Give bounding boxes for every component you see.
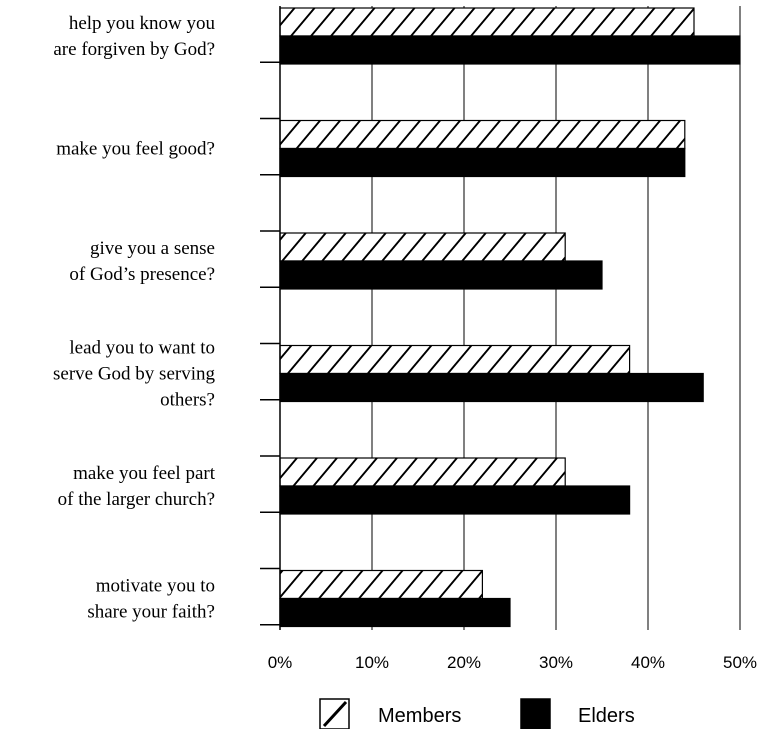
x-tick-label: 0%	[268, 653, 293, 672]
legend-swatch-elders	[520, 698, 551, 729]
bar-members	[279, 344, 631, 375]
category-label: make you feel part of the larger church?	[58, 463, 216, 510]
category-labels: help you know you are forgiven by God? mak…	[53, 13, 216, 623]
bar-members	[279, 569, 483, 600]
bar-elders	[279, 372, 704, 403]
x-tick-label: 10%	[355, 653, 389, 672]
x-tick-labels: 0% 10% 20% 30% 40% 50%	[268, 653, 757, 672]
gridlines	[371, 6, 741, 630]
legend-label-members: Members	[378, 705, 461, 727]
bar-members	[279, 119, 686, 150]
bar-elders	[279, 260, 603, 290]
bar-members	[279, 457, 566, 487]
bar-elders	[279, 35, 741, 65]
category-label: help you know you are forgiven by God?	[53, 13, 215, 60]
legend-hatch-mark	[322, 700, 348, 728]
axes	[260, 6, 281, 630]
x-tick-label: 20%	[447, 653, 481, 672]
bar-elders	[279, 597, 511, 628]
category-label: lead you to want to serve God by serving o…	[53, 338, 215, 411]
x-tick-label: 40%	[631, 653, 665, 672]
bar-elders	[279, 147, 686, 178]
legend-label-elders: Elders	[578, 705, 635, 727]
bar-elders	[279, 485, 631, 515]
category-label: give you a sense of God’s presence?	[69, 238, 215, 285]
bar-members	[279, 232, 566, 262]
bar-members	[279, 7, 695, 37]
legend: Members Elders	[319, 698, 635, 729]
x-tick-label: 50%	[723, 653, 757, 672]
x-tick-label: 30%	[539, 653, 573, 672]
category-label: motivate you to share your faith?	[87, 576, 215, 623]
category-label: make you feel good?	[56, 139, 215, 160]
bars	[279, 7, 741, 628]
